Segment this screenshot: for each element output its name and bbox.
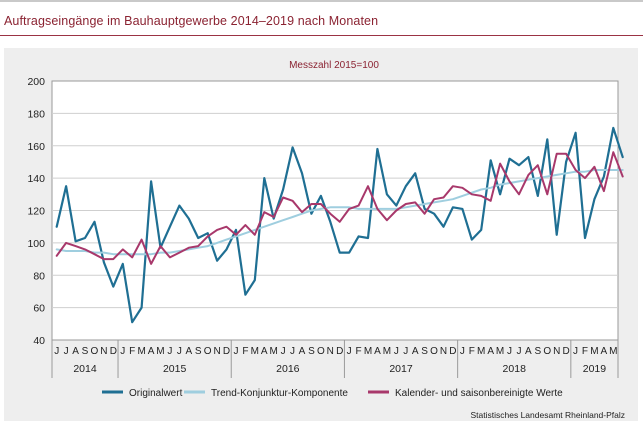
x-tick-label: A [185, 346, 192, 357]
x-tick-label: A [148, 346, 155, 357]
x-tick-label: M [496, 346, 504, 357]
year-label: 2014 [73, 363, 97, 375]
x-tick-label: S [308, 346, 315, 357]
x-tick-label: A [374, 346, 381, 357]
x-tick-label: J [177, 346, 182, 357]
source-note: Statistisches Landesamt Rheinland-Pfalz [470, 410, 626, 420]
year-label: 2019 [583, 363, 607, 375]
x-tick-label: D [223, 346, 230, 357]
title-rule [0, 35, 643, 36]
x-tick-label: A [72, 346, 79, 357]
x-tick-label: A [601, 346, 608, 357]
series-line [55, 151, 624, 265]
y-tick-label: 80 [33, 270, 45, 282]
legend-label: Trend-Konjunktur-Komponente [211, 388, 348, 399]
y-tick-label: 140 [27, 173, 45, 185]
x-tick-label: J [460, 346, 465, 357]
x-tick-label: S [195, 346, 202, 357]
y-tick-label: 160 [27, 141, 45, 153]
y-tick-label: 120 [27, 206, 45, 218]
x-tick-label: O [543, 346, 551, 357]
series-line [55, 126, 624, 324]
year-label: 2017 [389, 363, 413, 375]
chart-panel: Messzahl 2015=100 40 60 80 100 120 140 160 180 2… [4, 48, 638, 421]
x-tick-label: F [582, 346, 588, 357]
x-tick-label: J [403, 346, 408, 357]
x-tick-label: M [590, 346, 598, 357]
x-tick-label: J [394, 346, 399, 357]
x-tick-label: M [270, 346, 278, 357]
x-tick-label: O [91, 346, 99, 357]
x-tick-label: D [562, 346, 569, 357]
x-tick-label: S [421, 346, 428, 357]
year-label: 2016 [276, 363, 300, 375]
y-tick-label: 100 [27, 238, 45, 250]
x-tick-label: J [120, 346, 125, 357]
x-tick-label: A [525, 346, 532, 357]
x-tick-label: F [242, 346, 248, 357]
x-tick-label: J [64, 346, 69, 357]
y-tick-label: 40 [33, 335, 45, 347]
x-tick-label: J [516, 346, 521, 357]
x-tick-label: O [430, 346, 438, 357]
y-tick-label: 200 [27, 76, 45, 88]
x-tick-label: S [534, 346, 541, 357]
x-tick-label: A [412, 346, 419, 357]
x-tick-label: F [469, 346, 475, 357]
x-tick-label: N [553, 346, 560, 357]
x-tick-label: D [336, 346, 343, 357]
x-tick-label: N [213, 346, 220, 357]
x-tick-label: O [204, 346, 212, 357]
y-tick-label: 60 [33, 303, 45, 315]
x-tick-label: J [347, 346, 352, 357]
x-tick-label: M [364, 346, 372, 357]
x-tick-label: J [233, 346, 238, 357]
series-line [55, 169, 624, 256]
x-tick-label: N [100, 346, 107, 357]
x-tick-label: F [129, 346, 135, 357]
top-rule [0, 0, 643, 2]
legend-label: Originalwert [129, 388, 183, 399]
x-tick-label: J [167, 346, 172, 357]
line-chart: Messzahl 2015=100 40 60 80 100 120 140 160 180 2… [27, 60, 624, 399]
x-tick-label: J [507, 346, 512, 357]
x-tick-label: O [317, 346, 325, 357]
x-tick-label: J [281, 346, 286, 357]
x-tick-label: M [477, 346, 485, 357]
x-tick-label: D [449, 346, 456, 357]
x-tick-label: S [82, 346, 89, 357]
legend: Originalwert Trend-Konjunktur-Komponente K… [102, 388, 563, 399]
y-tick-label: 180 [27, 108, 45, 120]
x-tick-label: A [261, 346, 268, 357]
x-tick-label: M [251, 346, 259, 357]
x-tick-label: M [156, 346, 164, 357]
x-tick-label: A [299, 346, 306, 357]
x-tick-label: D [110, 346, 117, 357]
x-tick-label: A [487, 346, 494, 357]
x-tick-label: J [573, 346, 578, 357]
year-label: 2015 [163, 363, 187, 375]
x-tick-label: M [609, 346, 617, 357]
plot-area [51, 80, 624, 341]
chart-subtitle: Messzahl 2015=100 [289, 60, 379, 71]
x-tick-label: J [290, 346, 295, 357]
x-tick-label: F [356, 346, 362, 357]
x-tick-label: N [327, 346, 334, 357]
x-tick-label: M [137, 346, 145, 357]
x-tick-label: N [440, 346, 447, 357]
page-title: Auftragseingänge im Bauhauptgewerbe 2014… [4, 14, 379, 28]
year-label: 2018 [503, 363, 527, 375]
x-tick-label: M [383, 346, 391, 357]
legend-label: Kalender- und saisonbereinigte Werte [395, 388, 563, 399]
x-tick-label: J [54, 346, 59, 357]
